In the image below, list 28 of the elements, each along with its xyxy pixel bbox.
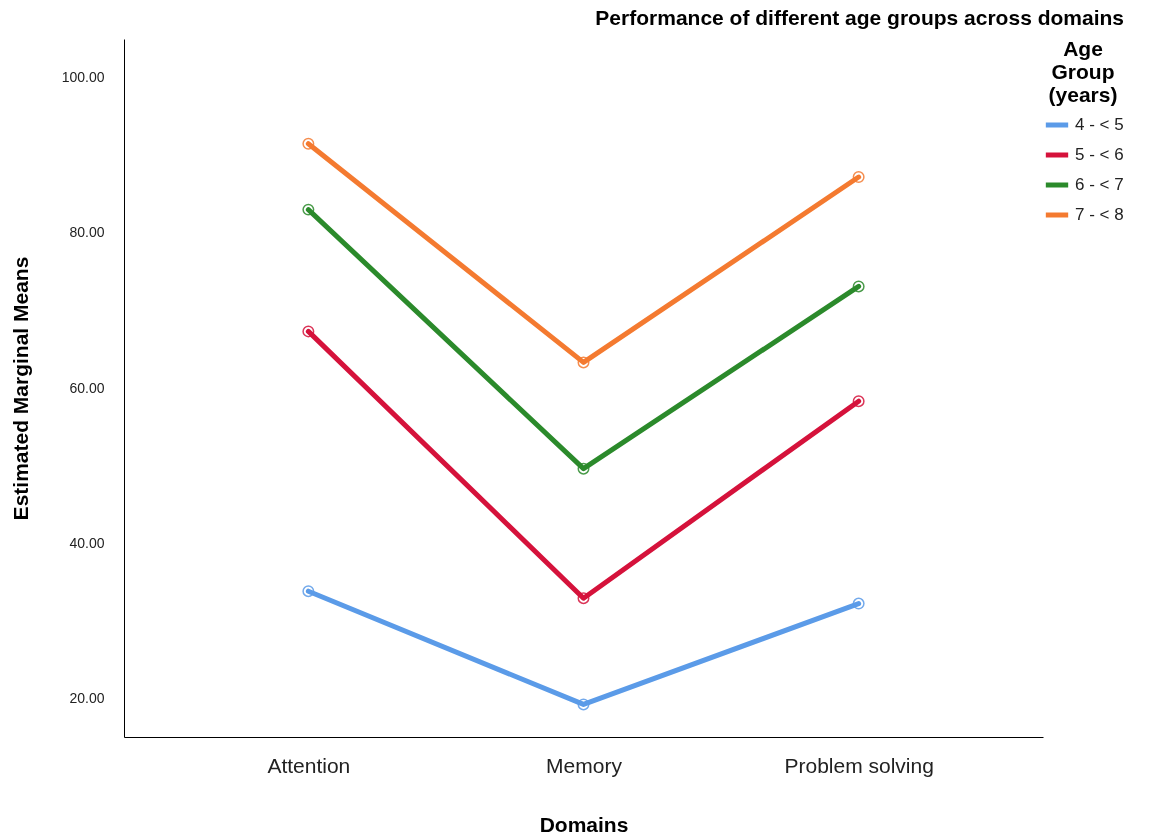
legend-label: 7 - < 8 bbox=[1075, 205, 1124, 224]
y-tick-label: 80.00 bbox=[69, 224, 105, 241]
y-tick-label: 60.00 bbox=[69, 379, 105, 396]
legend-label: 4 - < 5 bbox=[1075, 115, 1124, 134]
point bbox=[302, 325, 315, 338]
point bbox=[302, 137, 315, 150]
x-tick-label: Problem solving bbox=[784, 753, 934, 777]
point bbox=[852, 597, 865, 610]
point bbox=[577, 592, 590, 605]
legend-label: 5 - < 6 bbox=[1075, 145, 1124, 164]
point bbox=[852, 280, 865, 293]
legend-title: Age Group (years) bbox=[1048, 37, 1118, 106]
chart-title: Performance of different age groups across domains bbox=[595, 6, 1124, 29]
x-tick-label: Attention bbox=[267, 753, 351, 777]
y-tick-label: 40.00 bbox=[69, 534, 105, 551]
point bbox=[577, 356, 590, 369]
point bbox=[577, 462, 590, 475]
point bbox=[302, 585, 315, 598]
y-tick-label: 100.00 bbox=[61, 69, 105, 86]
x-tick-label: Memory bbox=[546, 753, 623, 777]
point bbox=[852, 395, 865, 408]
x-axis-title: Domains bbox=[539, 812, 629, 836]
point bbox=[302, 203, 315, 216]
legend-label: 6 - < 7 bbox=[1075, 175, 1124, 194]
point bbox=[852, 171, 865, 184]
y-axis-title: Estimated Marginal Means bbox=[8, 256, 32, 521]
y-tick-label: 20.00 bbox=[69, 689, 105, 706]
point bbox=[577, 698, 590, 711]
